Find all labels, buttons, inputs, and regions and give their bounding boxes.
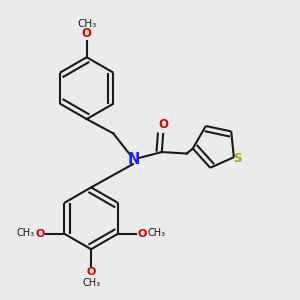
Text: S: S xyxy=(233,152,242,165)
Text: CH₃: CH₃ xyxy=(77,19,96,29)
Text: N: N xyxy=(128,152,140,167)
Text: CH₃: CH₃ xyxy=(82,278,100,288)
Text: O: O xyxy=(36,229,45,239)
Text: CH₃: CH₃ xyxy=(147,228,166,238)
Text: O: O xyxy=(137,229,146,239)
Text: CH₃: CH₃ xyxy=(17,228,35,238)
Text: O: O xyxy=(86,268,96,278)
Text: O: O xyxy=(82,27,92,40)
Text: O: O xyxy=(158,118,168,131)
